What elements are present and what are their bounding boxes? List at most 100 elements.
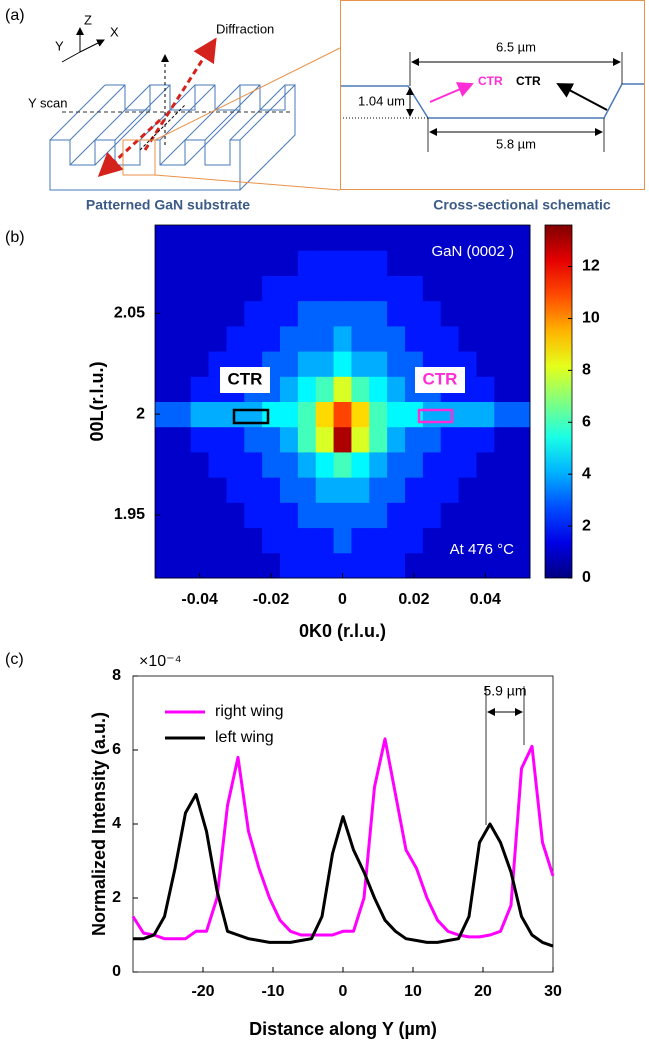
- heat-cell: [190, 527, 210, 554]
- heat-cell: [172, 527, 192, 554]
- heat-cell: [405, 250, 424, 276]
- heat-cell: [315, 552, 335, 579]
- label-bg: [415, 367, 465, 393]
- heat-cell: [262, 401, 281, 428]
- y-tick-label: 6: [112, 741, 121, 758]
- heat-cell: [494, 451, 513, 478]
- heat-cell: [512, 225, 531, 251]
- heat-cell: [226, 275, 245, 302]
- heat-cell: [280, 527, 299, 554]
- heat-cell: [297, 275, 317, 302]
- heat-cell: [476, 376, 495, 402]
- heat-cell: [458, 225, 477, 251]
- heat-cell: [333, 527, 352, 554]
- heat-cell: [512, 502, 531, 529]
- axis-letter: Y: [55, 38, 64, 53]
- heat-cell: [297, 225, 317, 251]
- heat-cell: [440, 502, 460, 529]
- heat-cell: [405, 502, 424, 529]
- heat-cell: [280, 552, 299, 579]
- heat-cell: [422, 300, 442, 327]
- heat-cell: [208, 300, 227, 327]
- x-tick-label: 0: [338, 591, 347, 608]
- heat-cell: [226, 300, 245, 327]
- heat-cell: [494, 275, 513, 302]
- heat-cell: [369, 477, 388, 503]
- heat-cell: [494, 351, 513, 377]
- roi-box: [417, 408, 454, 424]
- heat-cell: [476, 451, 495, 478]
- heat-cell: [297, 351, 317, 377]
- heat-cell: [155, 275, 174, 302]
- heat-cell: [458, 426, 477, 453]
- heat-cell: [422, 225, 442, 251]
- heat-cell: [333, 376, 352, 402]
- heat-cell: [333, 426, 352, 453]
- heat-cell: [208, 275, 227, 302]
- heat-cell: [422, 477, 442, 503]
- heat-cell: [262, 552, 281, 579]
- heat-cell: [172, 325, 192, 352]
- heat-cell: [387, 527, 406, 554]
- heat-cell: [333, 502, 352, 529]
- axis-letter: Z: [84, 12, 92, 27]
- colorbar-tick-label: 2: [582, 517, 591, 534]
- data-line: [133, 792, 554, 948]
- heat-cell: [422, 426, 442, 453]
- heat-cell: [172, 401, 192, 428]
- heat-cell: [208, 527, 227, 554]
- heat-cell: [297, 527, 317, 554]
- heat-cell: [387, 376, 406, 402]
- heat-cell: [440, 275, 460, 302]
- dimension: 6.5 µm: [496, 39, 536, 54]
- heat-cell: [244, 426, 263, 453]
- x-tick-label: 0.04: [470, 591, 501, 608]
- heat-cell: [226, 401, 245, 428]
- heat-cell: [190, 477, 210, 503]
- heat-cell: [351, 275, 370, 302]
- y-tick-label: 2: [112, 889, 121, 906]
- heat-cell: [333, 477, 352, 503]
- heat-cell: [369, 552, 388, 579]
- heat-cell: [155, 225, 174, 251]
- heat-cell: [333, 401, 352, 428]
- heat-cell: [315, 502, 335, 529]
- heat-cell: [369, 502, 388, 529]
- x-tick-label: 0: [339, 983, 348, 1000]
- heat-cell: [512, 300, 531, 327]
- heat-cell: [387, 250, 406, 276]
- heat-cell: [155, 552, 174, 579]
- heat-cell: [387, 552, 406, 579]
- heat-cell: [369, 527, 388, 554]
- x-axis-label: 0K0 (r.l.u.): [299, 621, 386, 641]
- y-multiplier: ×10⁻⁴: [139, 653, 182, 670]
- heat-cell: [172, 451, 192, 478]
- heat-cell: [244, 250, 263, 276]
- line-panel: -20 -10 0 10 20 30 0 2 4 6 8 ×10⁻⁴ Distance along Y …: [89, 653, 562, 1039]
- heat-cell: [458, 401, 477, 428]
- ctr-label: CTR: [478, 74, 503, 88]
- x-tick-label: 10: [404, 983, 422, 1000]
- heat-cell: [440, 451, 460, 478]
- heat-cell: [333, 300, 352, 327]
- heat-cell: [440, 552, 460, 579]
- heat-cell: [405, 225, 424, 251]
- heat-cell: [476, 325, 495, 352]
- x-tick-label: -0.02: [253, 591, 290, 608]
- y-tick-label: 2: [136, 405, 145, 422]
- heat-cell: [297, 451, 317, 478]
- heat-cell: [155, 376, 174, 402]
- panel-label: (a): [5, 7, 25, 24]
- heat-cell: [369, 275, 388, 302]
- y-tick-label: 4: [112, 815, 121, 832]
- heat-cell: [155, 527, 174, 554]
- heat-cell: [172, 250, 192, 276]
- heat-cell: [512, 250, 531, 276]
- heat-cell: [297, 300, 317, 327]
- heat-cell: [494, 250, 513, 276]
- heat-cell: [244, 275, 263, 302]
- heat-cell: [405, 325, 424, 352]
- heat-cell: [422, 275, 442, 302]
- heat-cell: [315, 451, 335, 478]
- heat-cell: [440, 325, 460, 352]
